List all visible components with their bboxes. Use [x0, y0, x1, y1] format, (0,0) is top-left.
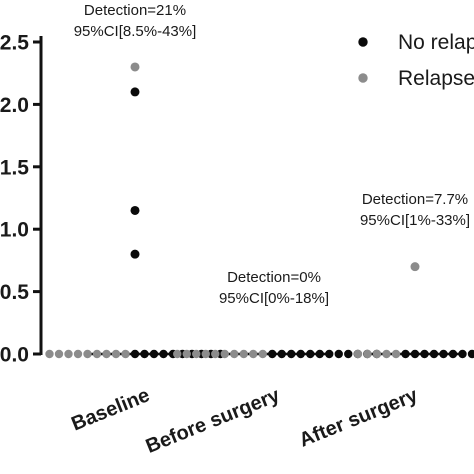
point-relapse [130, 62, 140, 72]
point-no-relapse [130, 349, 140, 359]
point-relapse [45, 349, 54, 359]
point-relapse [64, 349, 73, 359]
point-relapse [54, 349, 64, 359]
point-no-relapse [325, 349, 334, 359]
point-no-relapse [458, 349, 467, 359]
x-category-label: Baseline [68, 384, 153, 435]
point-no-relapse [344, 349, 353, 359]
point-relapse [220, 349, 229, 359]
point-no-relapse [149, 349, 159, 359]
y-tick-label: 0.5 [0, 281, 29, 304]
y-tick-label: 0.0 [0, 344, 29, 367]
point-relapse [211, 349, 220, 359]
point-relapse [230, 349, 239, 359]
point-no-relapse [130, 87, 140, 97]
point-no-relapse [410, 349, 420, 359]
detection-annotations: Detection=21% 95%CI[8.5%-43%] Detection=0%… [74, 2, 470, 307]
point-relapse [258, 349, 267, 359]
point-relapse [92, 349, 102, 359]
point-no-relapse [296, 349, 305, 359]
point-relapse [201, 349, 210, 359]
point-relapse [391, 349, 401, 359]
annotation-detection: Detection=0% [227, 269, 321, 286]
point-no-relapse [334, 349, 343, 359]
annotation-ci: 95%CI[0%-18%] [219, 290, 329, 307]
point-relapse [353, 349, 363, 359]
legend-marker [358, 73, 368, 83]
point-relapse [249, 349, 258, 359]
point-no-relapse [306, 349, 315, 359]
point-no-relapse [315, 349, 324, 359]
point-relapse [372, 349, 382, 359]
point-no-relapse [277, 349, 286, 359]
y-axis-ticks: 0.0 0.5 1.0 1.5 2.0 2.5 [0, 32, 41, 367]
point-no-relapse [268, 349, 277, 359]
point-no-relapse [130, 205, 140, 215]
point-no-relapse [467, 349, 474, 359]
y-tick-label: 1.5 [0, 156, 29, 179]
point-no-relapse [159, 349, 168, 359]
point-relapse [410, 262, 420, 272]
point-no-relapse [130, 249, 140, 259]
point-relapse [182, 349, 191, 359]
point-no-relapse [448, 349, 458, 359]
point-relapse [73, 349, 83, 359]
legend-label: Relapse [398, 67, 474, 90]
annotation-ci: 95%CI[8.5%-43%] [74, 23, 197, 40]
point-no-relapse [439, 349, 448, 359]
point-no-relapse [401, 349, 410, 359]
point-no-relapse [429, 349, 439, 359]
point-relapse [121, 349, 130, 359]
point-relapse [111, 349, 121, 359]
point-relapse [363, 349, 372, 359]
annotation-detection: Detection=21% [84, 2, 186, 19]
legend: No relap Relapse [358, 31, 474, 90]
point-relapse [102, 349, 111, 359]
point-no-relapse [140, 349, 149, 359]
y-tick-label: 2.0 [0, 94, 29, 117]
x-category-label: Before surgery [143, 384, 284, 458]
point-relapse [382, 349, 391, 359]
point-relapse [192, 349, 201, 359]
annotation-ci: 95%CI[1%-33%] [360, 212, 470, 229]
point-no-relapse [420, 349, 429, 359]
y-tick-label: 1.0 [0, 219, 29, 242]
x-category-label: After surgery [296, 384, 422, 452]
point-no-relapse [287, 349, 296, 359]
point-relapse [173, 349, 182, 359]
legend-marker [358, 37, 368, 47]
y-tick-label: 2.5 [0, 32, 29, 55]
point-relapse [83, 349, 92, 359]
legend-label: No relap [398, 31, 474, 54]
point-relapse [239, 349, 248, 359]
data-points [45, 62, 474, 359]
annotation-detection: Detection=7.7% [362, 191, 468, 208]
